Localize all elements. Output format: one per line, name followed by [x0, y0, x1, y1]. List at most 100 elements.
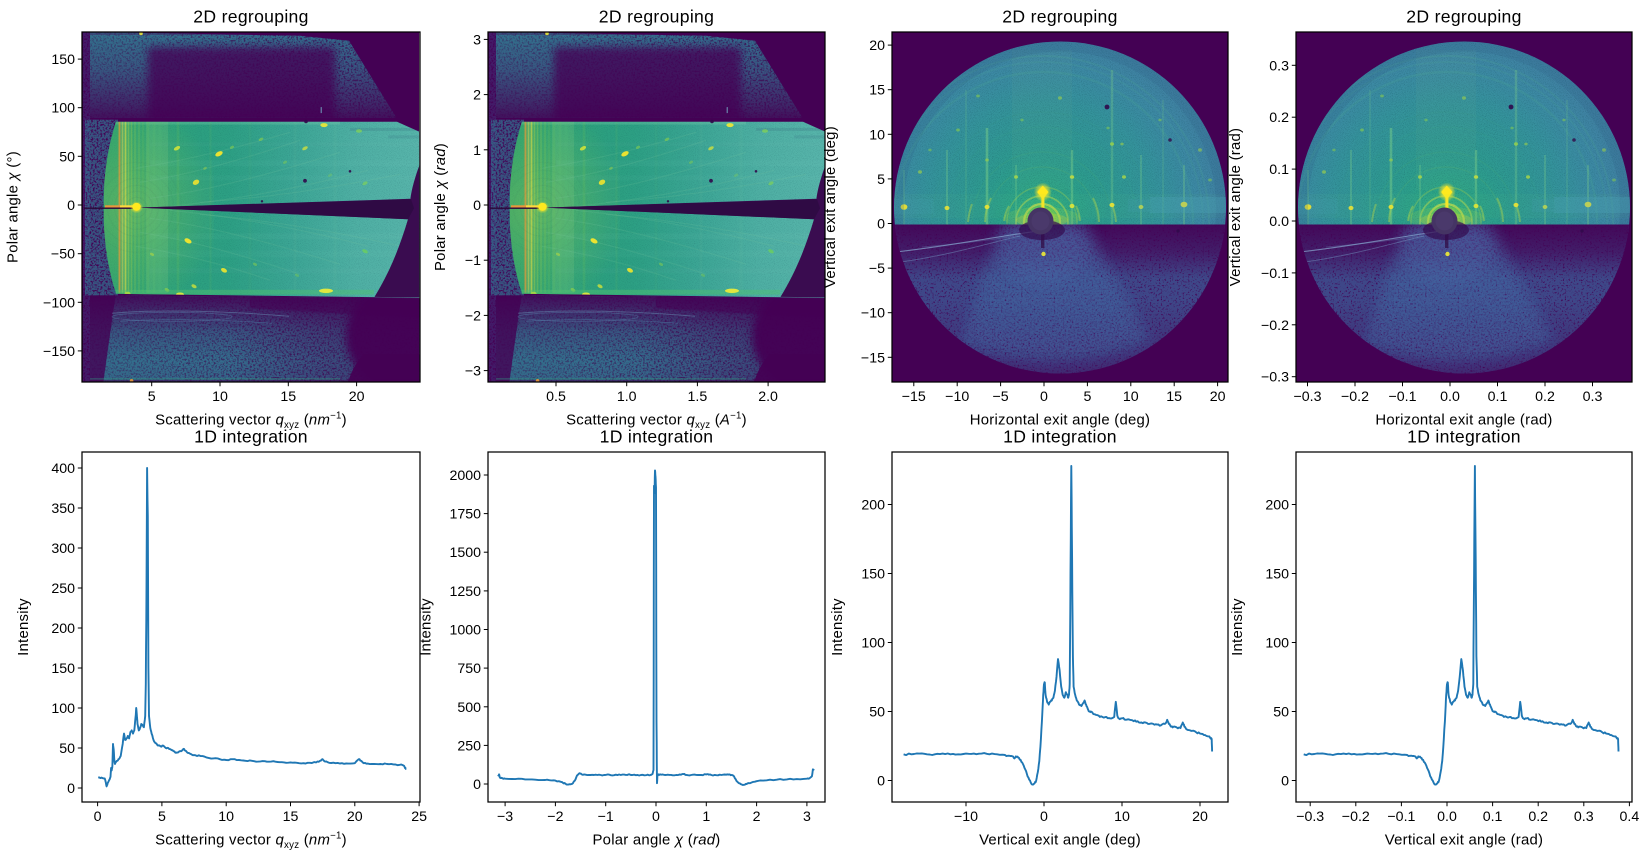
svg-text:0: 0: [877, 774, 885, 790]
svg-text:Vertical exit angle (rad): Vertical exit angle (rad): [1385, 833, 1544, 849]
svg-text:−0.1: −0.1: [1388, 389, 1416, 405]
svg-text:−150: −150: [43, 344, 75, 360]
svg-text:0.3: 0.3: [1574, 809, 1594, 825]
svg-text:15: 15: [1166, 389, 1182, 405]
svg-text:3: 3: [473, 32, 481, 48]
svg-text:5: 5: [158, 809, 166, 825]
svg-text:1: 1: [473, 143, 481, 159]
svg-text:1.5: 1.5: [688, 389, 708, 405]
svg-text:2D regrouping: 2D regrouping: [1406, 7, 1521, 27]
svg-text:−10: −10: [945, 389, 969, 405]
svg-text:0.1: 0.1: [1488, 389, 1508, 405]
svg-text:10: 10: [1123, 389, 1139, 405]
svg-text:25: 25: [411, 809, 427, 825]
svg-text:1D integration: 1D integration: [600, 427, 714, 447]
svg-text:1D integration: 1D integration: [194, 427, 308, 447]
svg-text:0: 0: [652, 809, 660, 825]
svg-text:−0.3: −0.3: [1261, 370, 1289, 386]
svg-text:0.1: 0.1: [1483, 809, 1503, 825]
svg-text:0.1: 0.1: [1269, 162, 1289, 178]
svg-text:0: 0: [877, 217, 885, 233]
svg-text:−50: −50: [51, 247, 75, 263]
svg-text:0: 0: [473, 198, 481, 214]
svg-text:15: 15: [869, 83, 885, 99]
svg-text:300: 300: [51, 541, 75, 557]
svg-text:0: 0: [94, 809, 102, 825]
svg-text:10: 10: [869, 127, 885, 143]
svg-text:1000: 1000: [449, 623, 481, 639]
svg-text:10: 10: [218, 809, 234, 825]
svg-text:0.0: 0.0: [1269, 214, 1289, 230]
svg-text:Polar angle χ (rad): Polar angle χ (rad): [593, 833, 721, 849]
svg-text:−0.2: −0.2: [1261, 318, 1289, 334]
svg-text:50: 50: [1273, 705, 1289, 721]
svg-text:20: 20: [349, 389, 365, 405]
svg-text:−15: −15: [902, 389, 926, 405]
svg-text:−3: −3: [465, 364, 481, 380]
svg-text:20: 20: [869, 38, 885, 54]
svg-text:150: 150: [861, 567, 885, 583]
svg-text:Scattering vector qxyz (nm−1): Scattering vector qxyz (nm−1): [155, 831, 347, 851]
svg-text:100: 100: [51, 101, 75, 117]
svg-text:400: 400: [51, 461, 75, 477]
svg-text:Intensity: Intensity: [419, 598, 435, 656]
svg-text:350: 350: [51, 501, 75, 517]
svg-text:150: 150: [51, 661, 75, 677]
svg-text:0: 0: [67, 198, 75, 214]
svg-text:2.0: 2.0: [758, 389, 778, 405]
svg-text:1250: 1250: [449, 584, 481, 600]
svg-text:0.2: 0.2: [1528, 809, 1548, 825]
svg-text:0.3: 0.3: [1583, 389, 1603, 405]
svg-text:50: 50: [869, 705, 885, 721]
svg-text:0: 0: [1040, 389, 1048, 405]
svg-text:5: 5: [877, 172, 885, 188]
svg-text:2: 2: [473, 88, 481, 104]
svg-text:100: 100: [1265, 636, 1289, 652]
svg-text:250: 250: [51, 581, 75, 597]
svg-text:200: 200: [1265, 498, 1289, 514]
svg-text:0.2: 0.2: [1269, 110, 1289, 126]
svg-text:100: 100: [861, 636, 885, 652]
svg-text:1D integration: 1D integration: [1003, 427, 1117, 447]
svg-text:1: 1: [702, 809, 710, 825]
svg-text:0.0: 0.0: [1437, 809, 1457, 825]
svg-text:15: 15: [283, 809, 299, 825]
svg-text:1D integration: 1D integration: [1407, 427, 1521, 447]
svg-text:Intensity: Intensity: [16, 598, 32, 656]
svg-text:Vertical exit angle (deg): Vertical exit angle (deg): [979, 833, 1141, 849]
svg-text:100: 100: [51, 701, 75, 717]
svg-text:5: 5: [148, 389, 156, 405]
svg-text:2D regrouping: 2D regrouping: [193, 7, 308, 27]
svg-text:−15: −15: [861, 350, 885, 366]
svg-text:0.2: 0.2: [1535, 389, 1555, 405]
svg-text:750: 750: [457, 661, 481, 677]
svg-text:1.0: 1.0: [617, 389, 637, 405]
svg-text:Horizontal exit angle (rad): Horizontal exit angle (rad): [1375, 413, 1552, 429]
svg-text:Intensity: Intensity: [830, 598, 846, 656]
svg-text:−5: −5: [993, 389, 1009, 405]
svg-text:250: 250: [457, 738, 481, 754]
svg-text:0.3: 0.3: [1269, 58, 1289, 74]
svg-text:2D regrouping: 2D regrouping: [599, 7, 714, 27]
svg-text:200: 200: [51, 621, 75, 637]
svg-text:−3: −3: [497, 809, 513, 825]
svg-text:0: 0: [1040, 809, 1048, 825]
svg-text:−10: −10: [861, 306, 885, 322]
svg-text:Vertical exit angle (rad): Vertical exit angle (rad): [1228, 128, 1244, 287]
svg-text:1750: 1750: [449, 507, 481, 523]
svg-text:−1: −1: [598, 809, 614, 825]
svg-text:3: 3: [803, 809, 811, 825]
svg-text:−2: −2: [465, 308, 481, 324]
svg-text:10: 10: [212, 389, 228, 405]
svg-text:150: 150: [1265, 567, 1289, 583]
svg-text:20: 20: [347, 809, 363, 825]
svg-text:15: 15: [280, 389, 296, 405]
svg-text:Scattering vector qxyz (nm−1): Scattering vector qxyz (nm−1): [155, 411, 347, 431]
svg-text:2D regrouping: 2D regrouping: [1002, 7, 1117, 27]
svg-text:−5: −5: [869, 261, 885, 277]
svg-text:0.0: 0.0: [1440, 389, 1460, 405]
svg-text:50: 50: [59, 149, 75, 165]
svg-text:−0.3: −0.3: [1293, 389, 1321, 405]
svg-text:2: 2: [753, 809, 761, 825]
svg-text:−0.2: −0.2: [1341, 389, 1369, 405]
